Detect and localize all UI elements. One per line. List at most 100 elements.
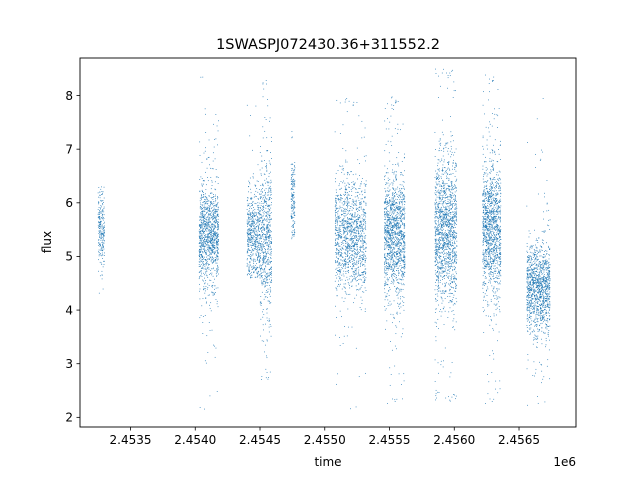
data-point bbox=[385, 230, 387, 231]
data-point bbox=[270, 277, 272, 279]
data-point bbox=[265, 258, 266, 260]
data-point bbox=[202, 248, 204, 250]
data-point bbox=[335, 181, 336, 183]
data-point bbox=[257, 219, 259, 221]
data-point bbox=[269, 198, 271, 200]
data-point bbox=[403, 247, 405, 249]
data-point bbox=[101, 211, 103, 213]
data-point bbox=[290, 206, 292, 208]
data-point bbox=[248, 233, 250, 234]
data-point bbox=[338, 234, 339, 235]
data-point bbox=[338, 236, 339, 238]
data-point bbox=[341, 252, 342, 254]
data-point bbox=[389, 222, 391, 224]
data-point bbox=[404, 267, 406, 269]
data-point bbox=[203, 231, 205, 233]
data-point bbox=[248, 228, 250, 229]
data-point bbox=[402, 259, 404, 261]
data-point bbox=[343, 260, 345, 262]
data-point bbox=[270, 164, 271, 166]
data-point bbox=[271, 281, 273, 283]
data-point bbox=[399, 257, 400, 259]
data-point bbox=[341, 253, 343, 254]
data-point bbox=[384, 120, 386, 122]
data-point bbox=[337, 217, 339, 219]
data-point bbox=[356, 267, 358, 269]
data-point bbox=[199, 236, 201, 238]
data-point bbox=[335, 221, 337, 223]
data-point bbox=[201, 161, 203, 163]
data-point bbox=[206, 236, 208, 238]
data-point bbox=[337, 270, 339, 271]
data-point bbox=[361, 247, 363, 248]
data-point bbox=[216, 391, 218, 392]
data-point bbox=[98, 230, 100, 232]
data-point bbox=[258, 260, 260, 261]
data-point bbox=[215, 287, 217, 289]
data-point bbox=[203, 239, 205, 241]
data-point bbox=[265, 201, 267, 203]
data-point bbox=[401, 238, 403, 240]
data-point bbox=[258, 220, 260, 222]
data-point bbox=[202, 213, 204, 215]
data-point bbox=[248, 180, 250, 182]
data-point bbox=[387, 234, 389, 236]
data-point bbox=[216, 242, 218, 244]
data-point bbox=[364, 308, 366, 310]
data-point bbox=[385, 190, 387, 192]
data-point bbox=[389, 223, 391, 224]
data-point bbox=[291, 136, 293, 138]
data-point bbox=[338, 235, 340, 237]
data-point bbox=[363, 223, 365, 225]
data-point bbox=[363, 209, 365, 211]
data-point bbox=[397, 162, 399, 164]
data-point bbox=[347, 245, 348, 247]
data-point bbox=[212, 262, 213, 264]
data-point bbox=[344, 279, 346, 281]
data-point bbox=[203, 231, 205, 233]
data-point bbox=[392, 188, 394, 189]
data-point bbox=[398, 241, 399, 243]
data-point bbox=[102, 258, 103, 259]
data-point bbox=[214, 227, 215, 229]
data-point bbox=[212, 224, 214, 226]
data-point bbox=[263, 195, 265, 197]
data-point bbox=[365, 196, 366, 198]
data-point bbox=[211, 329, 213, 331]
data-point bbox=[336, 289, 338, 291]
data-point bbox=[393, 194, 395, 196]
data-point bbox=[346, 221, 347, 223]
data-point bbox=[206, 209, 207, 210]
data-point bbox=[387, 215, 389, 217]
data-point bbox=[394, 365, 396, 367]
data-point bbox=[259, 234, 260, 236]
data-point bbox=[361, 255, 363, 256]
data-point bbox=[266, 169, 268, 171]
data-point bbox=[392, 273, 394, 275]
data-point bbox=[209, 164, 210, 166]
data-point bbox=[216, 206, 217, 208]
data-point bbox=[201, 238, 203, 240]
data-point bbox=[261, 229, 263, 231]
data-point bbox=[217, 243, 219, 245]
data-point bbox=[263, 259, 264, 261]
data-point bbox=[217, 237, 218, 238]
data-point bbox=[198, 245, 200, 247]
data-point bbox=[262, 245, 264, 246]
data-point bbox=[356, 147, 358, 149]
data-point bbox=[364, 261, 366, 263]
data-point bbox=[384, 238, 386, 239]
data-point bbox=[344, 216, 346, 218]
data-point bbox=[345, 159, 347, 161]
data-point bbox=[358, 239, 359, 241]
data-point bbox=[350, 206, 351, 207]
data-point bbox=[214, 158, 216, 160]
data-point bbox=[343, 231, 345, 233]
data-point bbox=[403, 241, 404, 242]
data-point bbox=[259, 253, 261, 254]
data-point bbox=[207, 219, 209, 221]
data-point bbox=[354, 297, 356, 299]
data-point bbox=[265, 239, 267, 241]
data-point bbox=[401, 249, 403, 251]
data-point bbox=[256, 259, 258, 261]
